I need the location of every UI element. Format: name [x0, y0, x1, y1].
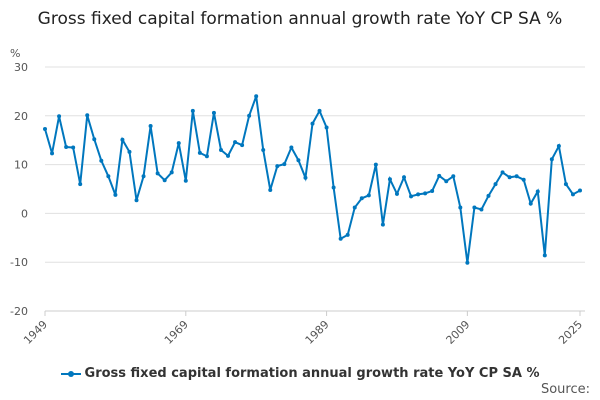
data-point[interactable] — [472, 205, 477, 210]
data-point[interactable] — [451, 174, 456, 179]
x-tick-label: 1969 — [162, 318, 191, 347]
data-point[interactable] — [176, 141, 181, 146]
data-point[interactable] — [493, 182, 498, 187]
series-line — [44, 95, 581, 263]
data-point[interactable] — [542, 253, 547, 258]
data-point[interactable] — [197, 150, 202, 155]
data-point[interactable] — [486, 193, 491, 198]
data-point[interactable] — [148, 124, 153, 129]
data-point[interactable] — [85, 113, 90, 118]
data-point[interactable] — [549, 157, 554, 162]
data-point[interactable] — [563, 182, 568, 187]
data-point[interactable] — [211, 110, 216, 115]
data-point[interactable] — [183, 178, 188, 183]
data-point[interactable] — [99, 158, 104, 163]
data-point[interactable] — [359, 196, 364, 201]
data-point[interactable] — [204, 154, 209, 159]
data-point[interactable] — [437, 173, 442, 178]
data-point[interactable] — [416, 192, 421, 197]
y-tick-label: -20 — [10, 305, 28, 318]
data-point[interactable] — [169, 170, 174, 175]
chart-title: Gross fixed capital formation annual gro… — [37, 9, 563, 29]
data-point[interactable] — [521, 177, 526, 182]
data-point[interactable] — [578, 188, 582, 193]
data-point[interactable] — [394, 191, 399, 196]
data-point[interactable] — [254, 94, 259, 99]
data-point[interactable] — [570, 192, 575, 197]
data-point[interactable] — [240, 143, 245, 148]
data-point[interactable] — [387, 177, 392, 182]
x-tick-label: 2009 — [443, 318, 472, 347]
x-tick-label: 2025 — [556, 318, 585, 347]
data-point[interactable] — [233, 140, 238, 145]
legend[interactable]: Gross fixed capital formation annual gro… — [0, 366, 600, 381]
data-point[interactable] — [92, 137, 97, 142]
data-point[interactable] — [134, 198, 139, 203]
data-point[interactable] — [535, 189, 540, 194]
data-point[interactable] — [190, 108, 195, 113]
data-point[interactable] — [556, 144, 561, 149]
y-tick-label: -10 — [10, 256, 28, 269]
data-point[interactable] — [120, 137, 125, 142]
data-point[interactable] — [444, 179, 449, 184]
data-point[interactable] — [338, 236, 343, 241]
y-tick-label: 20 — [14, 110, 28, 123]
data-point[interactable] — [289, 145, 294, 150]
data-point[interactable] — [155, 171, 160, 176]
data-point[interactable] — [345, 232, 350, 237]
data-point[interactable] — [113, 192, 118, 197]
data-point[interactable] — [324, 125, 329, 130]
data-point[interactable] — [127, 149, 132, 154]
y-tick-label: 0 — [21, 207, 28, 220]
data-point[interactable] — [106, 174, 111, 179]
data-point[interactable] — [402, 175, 407, 180]
data-point[interactable] — [296, 158, 301, 163]
y-tick-label: 10 — [14, 159, 28, 172]
data-point[interactable] — [507, 175, 512, 180]
data-point[interactable] — [409, 194, 414, 199]
data-point[interactable] — [458, 205, 463, 210]
data-point[interactable] — [500, 170, 505, 175]
data-point[interactable] — [57, 114, 62, 119]
data-point[interactable] — [373, 162, 378, 167]
data-point[interactable] — [71, 145, 76, 150]
data-point[interactable] — [366, 193, 371, 198]
data-point[interactable] — [78, 182, 83, 187]
source-label[interactable]: Source: — [540, 382, 590, 397]
data-point[interactable] — [331, 185, 336, 190]
data-point[interactable] — [303, 175, 308, 180]
data-point[interactable] — [430, 188, 435, 193]
data-point[interactable] — [380, 222, 385, 227]
data-point[interactable] — [317, 108, 322, 113]
data-point[interactable] — [141, 174, 146, 179]
data-point[interactable] — [352, 205, 357, 210]
data-point[interactable] — [43, 126, 47, 131]
legend-label: Gross fixed capital formation annual gro… — [84, 366, 540, 381]
data-point[interactable] — [162, 178, 167, 183]
data-point[interactable] — [218, 147, 223, 152]
data-point[interactable] — [282, 162, 287, 167]
data-point[interactable] — [247, 113, 252, 118]
legend-swatch-icon — [60, 370, 81, 377]
data-point[interactable] — [423, 191, 428, 196]
data-point[interactable] — [465, 260, 470, 265]
y-tick-label: 30 — [14, 61, 28, 74]
data-point[interactable] — [310, 121, 315, 126]
data-point[interactable] — [528, 201, 533, 206]
data-point[interactable] — [64, 145, 69, 150]
data-point[interactable] — [50, 151, 55, 156]
data-point[interactable] — [275, 164, 280, 169]
data-point[interactable] — [514, 174, 519, 179]
y-axis-label: % — [10, 47, 20, 60]
data-point[interactable] — [226, 153, 231, 158]
x-tick-label: 1949 — [21, 318, 50, 347]
data-point[interactable] — [479, 207, 484, 212]
x-tick-label: 1989 — [303, 318, 332, 347]
data-point[interactable] — [268, 187, 273, 192]
data-point[interactable] — [261, 147, 266, 152]
